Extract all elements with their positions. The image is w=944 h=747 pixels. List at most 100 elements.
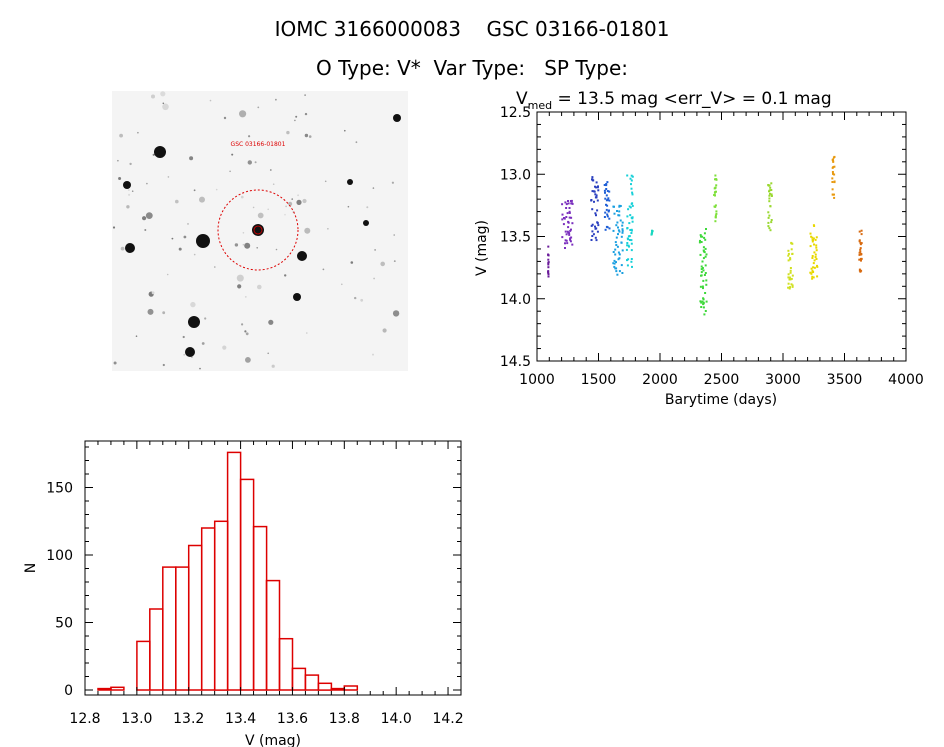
field-star: [393, 234, 396, 236]
lc-point: [603, 184, 606, 186]
lc-point: [547, 266, 550, 269]
lc-point: [618, 270, 621, 273]
field-star: [127, 189, 130, 192]
lc-point: [703, 313, 706, 316]
field-star: [193, 189, 196, 192]
lc-point: [564, 247, 566, 249]
lc-point: [603, 189, 606, 192]
field-star: [118, 177, 122, 180]
lc-point: [617, 251, 620, 254]
lc-point: [613, 212, 616, 215]
lc-point: [563, 217, 566, 220]
lc-point: [813, 225, 816, 227]
field-star: [322, 268, 325, 271]
lc-point: [702, 306, 705, 309]
object-title: IOMC 3166000083 GSC 03166-01801: [274, 17, 670, 41]
lc-xtick-label: 3000: [765, 372, 801, 388]
lc-point: [769, 205, 772, 208]
field-star: [183, 354, 185, 356]
bright-star: [154, 146, 166, 158]
hist-xtick-label: 13.0: [121, 711, 152, 727]
lc-point: [809, 271, 812, 274]
hist-ytick-label: 0: [64, 683, 73, 699]
lc-point: [858, 268, 861, 271]
lc-point: [606, 181, 609, 184]
lc-point: [567, 200, 569, 202]
lc-point: [627, 208, 630, 211]
lc-point: [627, 238, 630, 241]
lc-point: [608, 227, 611, 230]
lc-point: [811, 255, 814, 257]
lc-point: [814, 253, 817, 256]
field-star: [231, 153, 234, 156]
lc-point: [596, 186, 599, 189]
lc-point: [614, 253, 617, 256]
histogram-bar: [187, 544, 203, 691]
lc-point: [630, 239, 633, 242]
lc-point: [703, 274, 706, 276]
lc-point: [627, 235, 630, 238]
bright-star: [297, 251, 307, 261]
lc-point: [606, 215, 609, 218]
field-star: [306, 332, 308, 334]
lc-point: [564, 242, 566, 245]
lc-point: [567, 202, 570, 205]
lc-point: [767, 216, 770, 219]
bright-star: [188, 316, 200, 328]
lc-point: [628, 222, 631, 225]
lc-point: [615, 270, 618, 273]
hist-xtick-label: 12.8: [69, 711, 100, 727]
lc-point: [621, 221, 624, 224]
lc-point: [702, 302, 705, 305]
lc-point: [770, 189, 773, 191]
lc-point: [714, 194, 716, 197]
lc-point: [787, 254, 790, 257]
lc-point: [700, 265, 703, 268]
lc-point: [591, 176, 594, 179]
lc-point: [831, 181, 834, 183]
lc-point: [591, 208, 594, 211]
lc-point: [768, 227, 771, 230]
lc-point: [630, 174, 633, 177]
lc-point: [705, 253, 708, 256]
field-star: [204, 317, 207, 320]
lc-point: [860, 257, 863, 260]
lc-point: [564, 239, 567, 242]
lc-point: [858, 230, 861, 233]
lc-point: [767, 221, 770, 224]
lc-point: [811, 236, 814, 239]
lc-point: [860, 253, 863, 255]
lc-point: [816, 265, 819, 268]
bright-star: [123, 181, 131, 189]
lc-point: [702, 298, 705, 301]
lc-point: [607, 197, 610, 200]
hist-xtick-label: 13.8: [329, 711, 360, 727]
field-star: [117, 159, 119, 162]
lc-point: [812, 237, 815, 240]
lc-point: [768, 214, 771, 217]
lc-point: [812, 266, 815, 269]
lc-ytick-label: 14.5: [500, 354, 531, 370]
field-star: [126, 205, 130, 209]
lc-point: [860, 242, 863, 245]
histogram-bar: [136, 640, 151, 691]
lc-point: [859, 270, 862, 273]
lc-point: [831, 158, 834, 161]
lc-point: [811, 257, 814, 259]
lc-point: [616, 210, 618, 212]
field-star: [392, 310, 400, 317]
lc-point: [564, 201, 567, 204]
lc-point: [565, 239, 568, 242]
lc-point: [593, 200, 595, 203]
field-star: [128, 193, 131, 196]
lc-point: [704, 255, 707, 258]
lc-point: [700, 271, 703, 274]
lc-point: [790, 248, 793, 251]
histogram-xlabel: V (mag): [245, 733, 301, 747]
lc-point: [590, 199, 593, 201]
field-star: [244, 330, 247, 333]
lc-point: [606, 204, 609, 207]
light-curve-points: [547, 155, 863, 316]
lc-ytick-label: 12.5: [500, 105, 531, 121]
field-star: [239, 110, 247, 118]
